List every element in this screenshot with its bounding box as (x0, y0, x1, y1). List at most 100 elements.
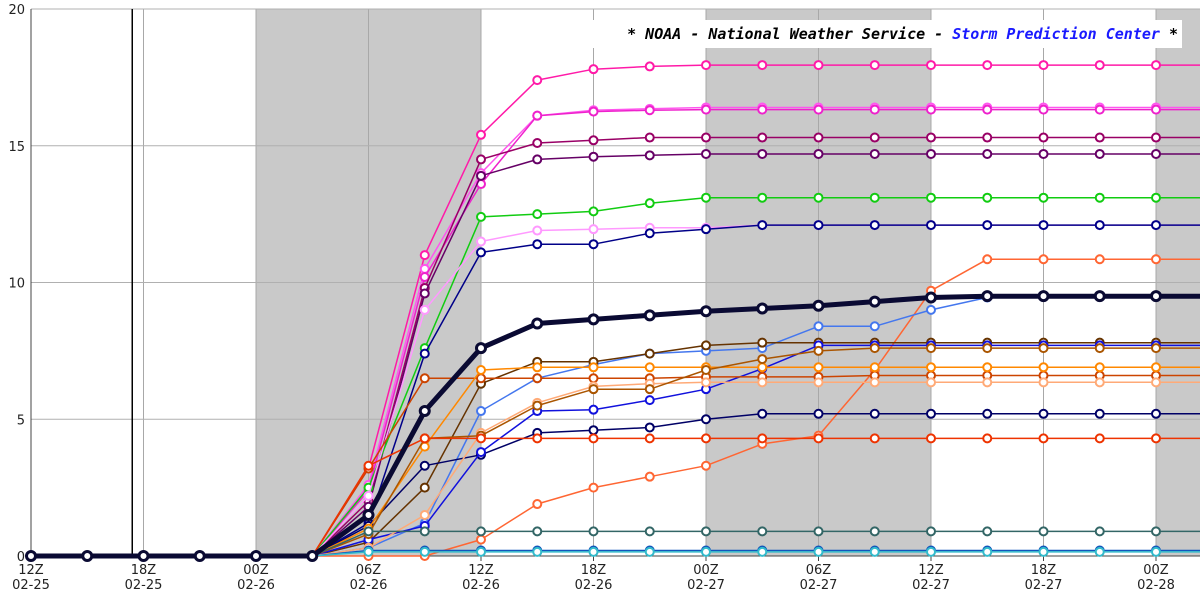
data-point (982, 220, 993, 231)
x-tick-label-time: 12Z (468, 563, 494, 578)
data-point (701, 365, 711, 376)
data-point (588, 526, 599, 537)
data-point (757, 148, 768, 159)
data-point (1038, 254, 1049, 265)
data-point (532, 400, 543, 411)
data-point (476, 433, 486, 444)
data-point (812, 299, 825, 312)
data-point (532, 209, 543, 220)
data-point (476, 526, 486, 537)
data-point (813, 60, 824, 71)
data-point (1038, 192, 1049, 203)
x-tick-label-date: 02-25 (12, 578, 50, 591)
data-point (926, 433, 936, 444)
data-point (1151, 220, 1161, 231)
data-point (757, 104, 768, 115)
data-point (532, 362, 543, 373)
data-point (813, 321, 824, 332)
data-point (1038, 362, 1049, 373)
data-point (756, 302, 769, 315)
data-point (926, 192, 936, 203)
data-point (1038, 408, 1049, 419)
data-point (1151, 148, 1161, 159)
data-point (419, 304, 430, 315)
data-point (532, 225, 543, 236)
data-point (757, 377, 768, 388)
data-point (644, 362, 655, 373)
banner-prefix: * NOAA - National Weather Service - (627, 25, 952, 43)
data-point (757, 337, 768, 348)
data-point (532, 433, 543, 444)
data-point (1151, 408, 1161, 419)
data-point (1094, 192, 1105, 203)
x-tick-label-time: 12Z (18, 563, 44, 578)
data-point (1038, 132, 1049, 143)
data-point (981, 290, 994, 303)
data-point (1150, 290, 1162, 303)
data-point (588, 404, 599, 415)
data-point (419, 373, 430, 384)
x-tick-label-date: 02-26 (462, 578, 500, 591)
data-point (419, 433, 430, 444)
x-tick-label-time: 18Z (131, 563, 157, 578)
data-point (1151, 377, 1161, 388)
data-point (1094, 377, 1105, 388)
data-point (701, 433, 711, 444)
data-point (476, 170, 486, 181)
data-point (476, 373, 486, 384)
data-point (1094, 254, 1105, 265)
data-point (1151, 546, 1161, 557)
data-point (1094, 220, 1105, 231)
data-point (1094, 526, 1105, 537)
data-point (982, 104, 993, 115)
data-point (531, 317, 544, 330)
data-point (532, 373, 543, 384)
data-point (757, 192, 768, 203)
x-tick-label-date: 02-27 (687, 578, 725, 591)
x-tick-label-time: 00Z (693, 563, 719, 578)
data-point (644, 526, 655, 537)
y-tick-label: 5 (17, 413, 25, 428)
data-point (588, 362, 599, 373)
series-10 (25, 290, 1200, 562)
x-tick-label-time: 00Z (243, 563, 269, 578)
y-tick-label: 15 (8, 140, 25, 155)
data-point (1094, 433, 1105, 444)
x-tick-label-date: 02-27 (800, 578, 838, 591)
data-point (644, 198, 655, 209)
data-point (982, 377, 993, 388)
data-point (757, 433, 768, 444)
data-point (757, 362, 768, 373)
data-point (644, 132, 655, 143)
data-point (1094, 132, 1105, 143)
banner-link[interactable]: Storm Prediction Center (952, 25, 1160, 43)
data-point (982, 546, 993, 557)
data-point (1038, 60, 1049, 71)
data-point (418, 405, 431, 418)
data-point (644, 348, 655, 359)
data-point (925, 291, 937, 304)
data-point (419, 482, 430, 493)
data-point (419, 348, 430, 359)
data-point (1094, 546, 1105, 557)
data-point (419, 526, 430, 537)
data-point (757, 132, 768, 143)
data-point (193, 550, 206, 562)
data-point (588, 546, 599, 557)
data-point (868, 295, 881, 308)
data-point (757, 354, 768, 365)
data-point (532, 138, 543, 149)
data-point (1151, 526, 1161, 537)
data-point (813, 433, 824, 444)
data-point (813, 104, 824, 115)
data-point (926, 343, 936, 354)
banner-text: * NOAA - National Weather Service - Stor… (627, 25, 1178, 43)
x-tick-label-date: 02-25 (125, 578, 163, 591)
x-tick-label-time: 18Z (581, 563, 607, 578)
data-point (982, 132, 993, 143)
data-point (926, 220, 936, 231)
data-point (1094, 408, 1105, 419)
data-point (926, 148, 936, 159)
data-point (926, 526, 936, 537)
